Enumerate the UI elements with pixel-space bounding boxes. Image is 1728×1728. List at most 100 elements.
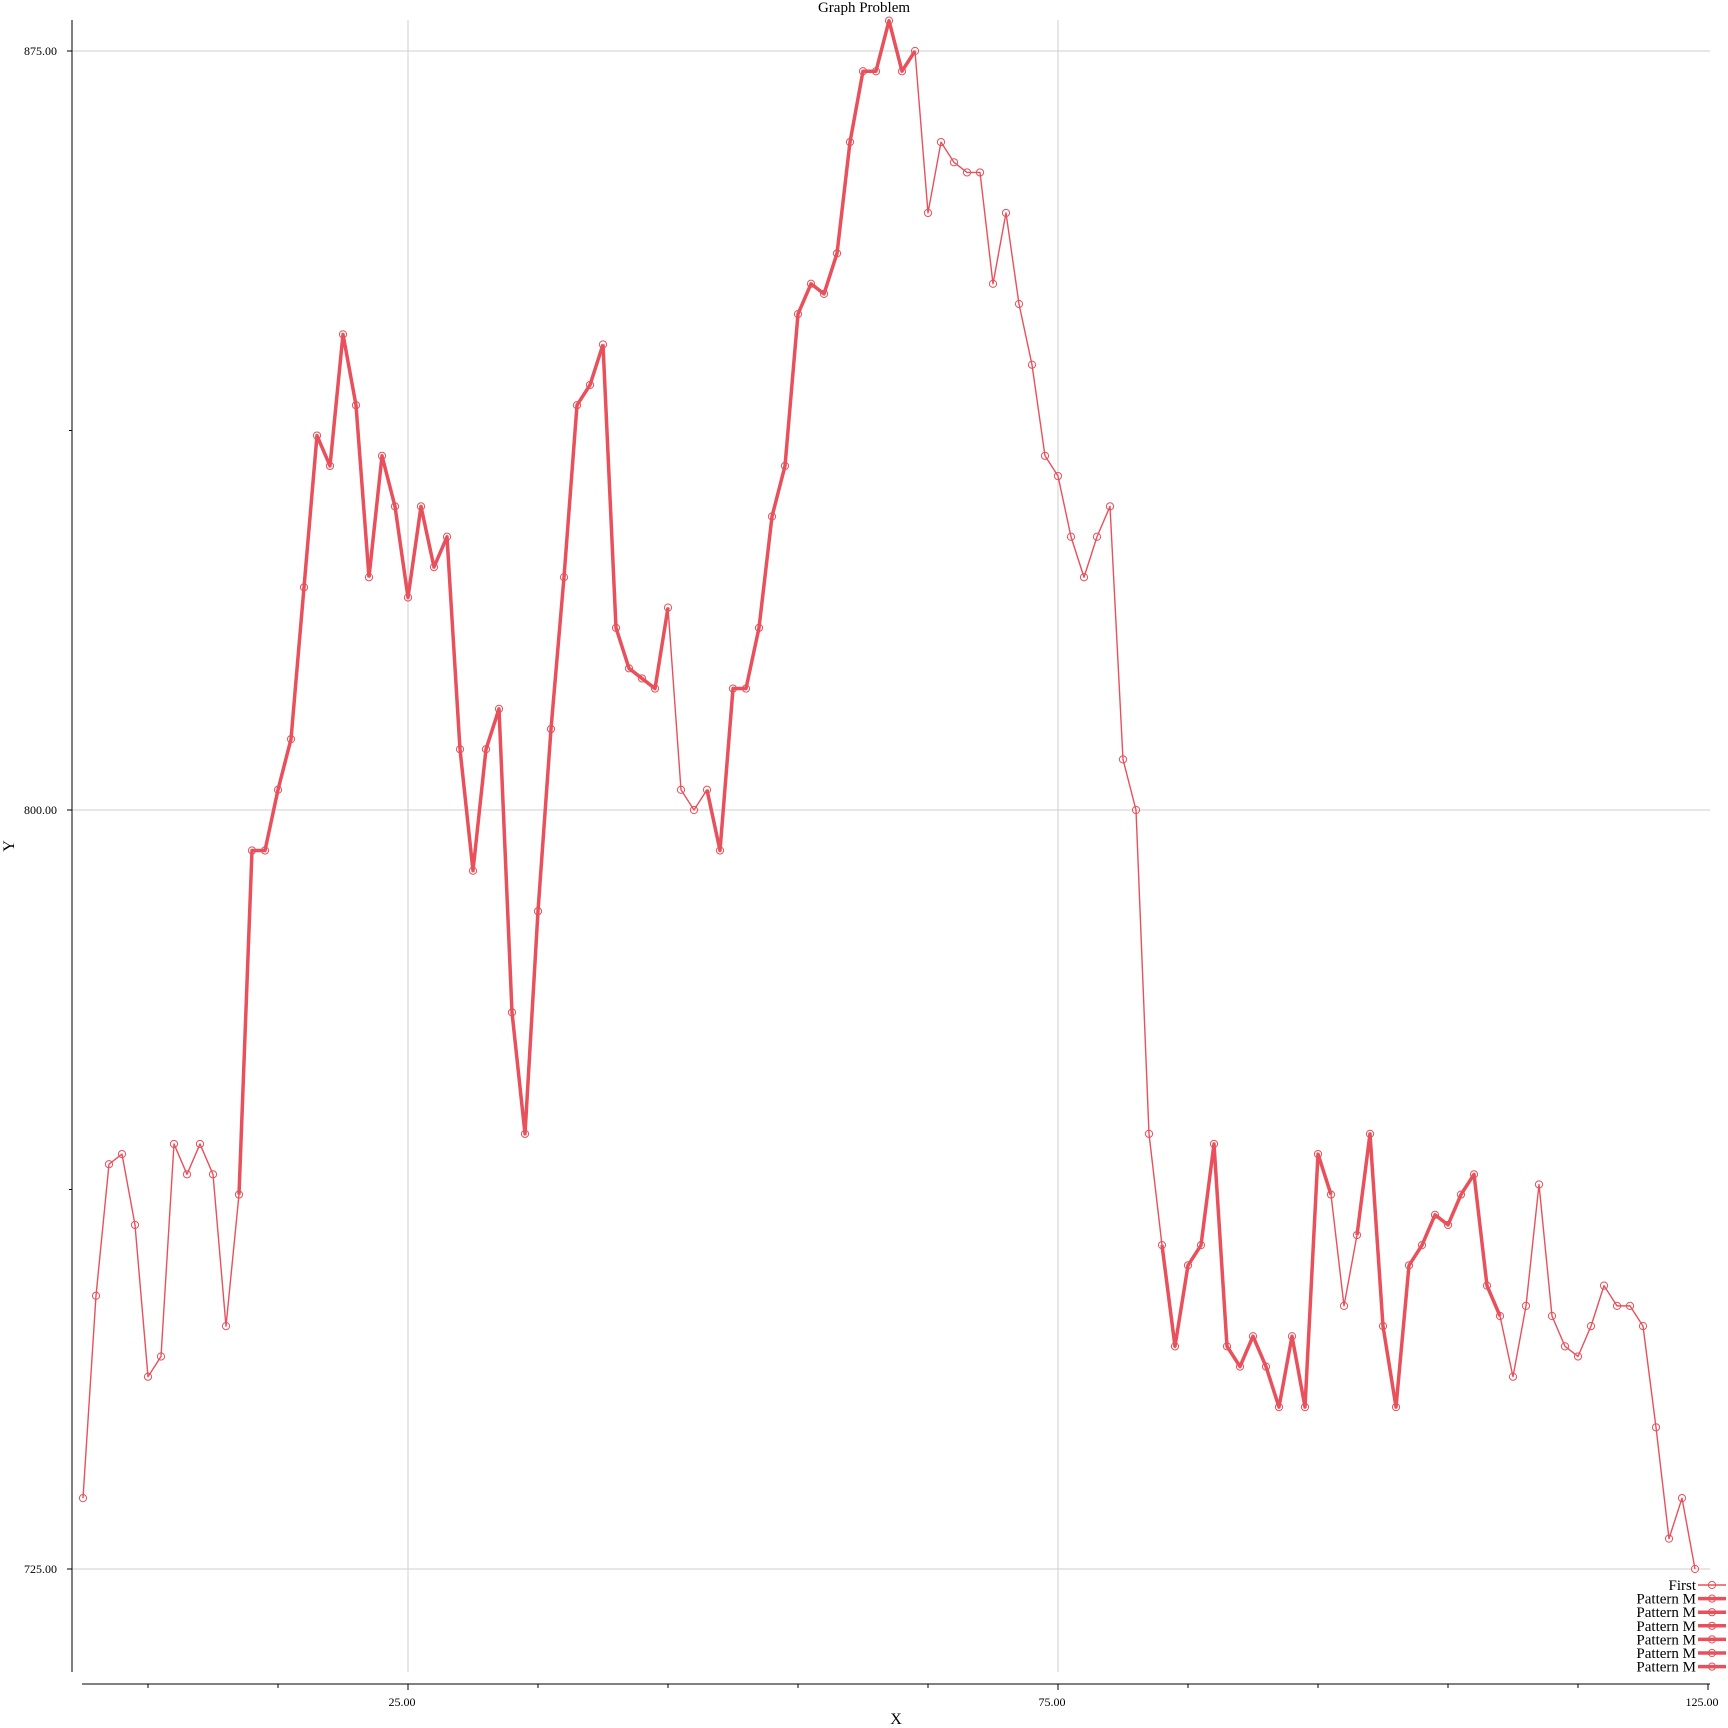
x-tick-label: 75.00	[1039, 1695, 1066, 1709]
data-point	[546, 724, 556, 734]
data-point	[1118, 755, 1128, 764]
data-point	[182, 1170, 192, 1179]
data-point	[1560, 1342, 1570, 1351]
legend-marker	[1707, 1648, 1717, 1658]
data-point	[572, 401, 582, 410]
data-point	[403, 593, 413, 602]
data-point	[1235, 1362, 1245, 1371]
legend-marker	[1707, 1662, 1717, 1671]
data-point	[533, 907, 543, 916]
data-point	[611, 623, 621, 632]
data-point	[1378, 1322, 1388, 1331]
data-point	[1326, 1190, 1336, 1199]
data-point	[1209, 1139, 1219, 1149]
data-point	[832, 249, 842, 258]
data-point	[234, 1190, 244, 1199]
series-pattern-m-line	[1160, 1142, 1333, 1409]
data-point	[1053, 471, 1063, 481]
data-point	[1027, 360, 1037, 369]
data-point	[1001, 208, 1011, 218]
legend-marker	[1707, 1594, 1717, 1603]
legend-label: Pattern M	[1636, 1632, 1696, 1648]
data-point	[910, 46, 920, 56]
data-point	[689, 805, 699, 815]
data-point	[351, 401, 361, 410]
data-point	[663, 603, 673, 612]
data-point	[1677, 1494, 1687, 1503]
series-pattern-m-line	[458, 343, 605, 1136]
data-point	[260, 846, 270, 855]
data-point	[1352, 1230, 1362, 1240]
legend-marker	[1707, 1635, 1717, 1644]
data-point	[1066, 532, 1076, 541]
plot-area	[78, 16, 1700, 1574]
series-first-line	[82, 19, 1696, 1570]
data-point	[1391, 1402, 1401, 1412]
data-point	[624, 664, 634, 673]
data-point	[884, 16, 894, 25]
legend-label: Pattern M	[1636, 1592, 1696, 1608]
data-point	[767, 512, 777, 521]
data-point	[1664, 1534, 1674, 1543]
series-pattern-m-line	[705, 18, 917, 853]
data-point	[1092, 532, 1102, 541]
data-point	[1365, 1129, 1375, 1138]
data-point	[819, 289, 829, 298]
data-point	[988, 279, 998, 288]
data-point	[1534, 1180, 1544, 1189]
data-point	[1287, 1332, 1297, 1341]
data-point	[1495, 1311, 1505, 1321]
legend-marker	[1707, 1580, 1717, 1590]
data-point	[923, 208, 933, 218]
legend-label: Pattern M	[1636, 1619, 1696, 1635]
y-axis-title: Y	[1, 840, 18, 852]
axes: 725.00 800.00 875.00 25.00 75.00 125.00	[24, 20, 1719, 1709]
data-point	[975, 168, 985, 177]
data-point	[650, 684, 660, 693]
data-point	[299, 583, 309, 592]
legend-label: Pattern M	[1636, 1660, 1696, 1676]
data-point	[1014, 299, 1024, 309]
series-pattern-m-line	[601, 344, 670, 691]
data-point	[1079, 573, 1089, 582]
data-point	[507, 1008, 517, 1017]
grid-lines	[72, 20, 1710, 1672]
legend-label: Pattern M	[1636, 1605, 1696, 1621]
data-point	[962, 168, 972, 177]
data-point	[286, 735, 296, 744]
data-point	[728, 684, 738, 693]
series-pattern-m-line	[367, 454, 462, 750]
data-point	[104, 1160, 114, 1169]
x-axis-title: X	[890, 1711, 902, 1728]
data-point	[156, 1352, 166, 1361]
data-point	[78, 1494, 88, 1503]
data-point	[1612, 1301, 1622, 1310]
data-point	[741, 684, 751, 693]
series-pattern-m-line	[237, 332, 371, 1195]
data-point	[143, 1372, 153, 1381]
data-point	[637, 674, 647, 683]
data-point	[1183, 1261, 1193, 1270]
data-point	[871, 67, 881, 76]
x-tick-label: 25.00	[389, 1695, 416, 1709]
data-point	[208, 1170, 218, 1179]
x-tick-label: 125.00	[1686, 1695, 1719, 1709]
data-point	[1261, 1362, 1271, 1371]
legend-label: Pattern M	[1636, 1646, 1696, 1662]
data-point	[1456, 1190, 1466, 1199]
data-point	[1222, 1342, 1232, 1351]
data-point	[91, 1291, 101, 1300]
data-point	[702, 785, 712, 794]
data-point	[793, 310, 803, 319]
data-point	[1313, 1149, 1323, 1159]
data-point	[1196, 1241, 1206, 1250]
data-point	[195, 1139, 205, 1149]
data-point	[1144, 1129, 1154, 1138]
data-point	[858, 67, 868, 76]
data-point	[1547, 1311, 1557, 1321]
legend-label: First	[1668, 1578, 1696, 1594]
data-point	[1599, 1281, 1609, 1290]
data-point	[1248, 1332, 1258, 1341]
data-point	[1131, 805, 1141, 815]
